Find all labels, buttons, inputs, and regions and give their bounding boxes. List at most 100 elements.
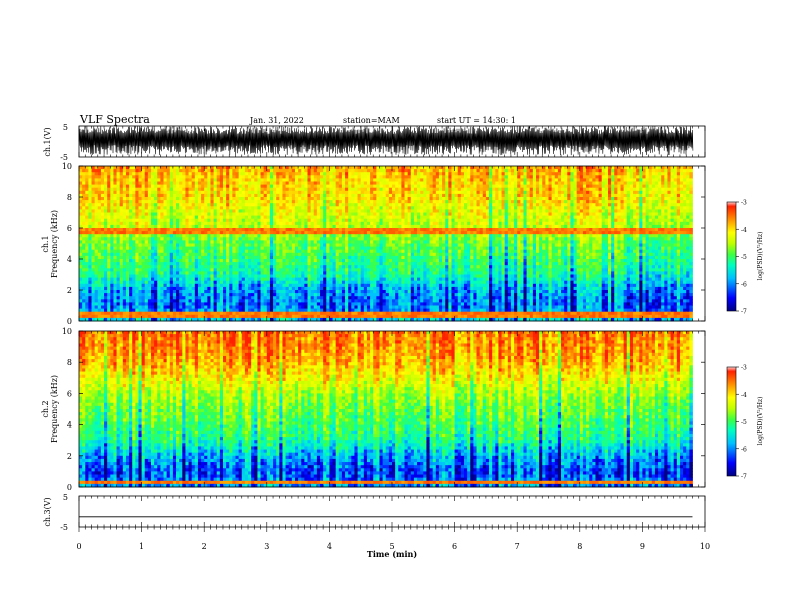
spectrogram-cell [320,187,324,192]
spectrogram-cell [320,237,324,241]
spectrogram-cell [683,215,687,220]
spectrogram-cell [341,243,346,247]
spectrogram-cell [116,231,121,235]
spectrogram-cell [420,181,424,185]
spectrogram-cell [388,197,393,201]
spectrogram-cell [501,169,506,173]
spectrogram-cell [639,240,643,244]
spectrogram-cell [470,203,474,207]
spectrogram-cell [307,190,312,195]
spectrogram-cell [592,190,596,195]
spectrogram-cell [91,218,96,223]
spectrogram-cell [432,221,437,226]
spectrogram-cell [251,237,255,241]
spectrogram-cell [545,203,549,207]
spectrogram-cell [633,172,637,176]
spectrogram-cell [392,240,396,244]
spectrogram-cell [460,221,465,226]
spectrogram-cell [410,166,415,170]
spectrogram-cell [248,166,252,170]
spectrogram-cell [172,215,177,220]
spectrogram-cell [470,218,474,223]
spectrogram-cell [413,169,418,173]
spectrogram-cell [523,175,527,179]
spectrogram-cell [586,212,590,216]
spectrogram-cell [476,187,481,192]
spectrogram-cell [122,215,127,220]
spectrogram-cell [235,169,240,173]
spectrogram-cell [623,203,628,207]
spectrogram-cell [673,237,678,241]
spectrogram-cell [232,203,236,207]
spectrogram-cell [216,224,221,229]
spectrogram-cell [166,193,171,198]
spectrogram-cell [150,209,155,213]
spectrogram-cell [357,169,362,173]
spectrogram-cell [626,206,631,210]
spectrogram-cell [661,175,665,179]
spectrogram-cell [423,221,427,226]
spectrogram-cell [629,228,634,232]
spectrogram-cell [592,224,596,229]
spectrogram-cell [219,200,224,204]
spectrogram-cell [338,234,343,238]
spectrogram-cell [366,190,371,195]
spectrogram-cell [629,197,634,201]
spectrogram-cell [194,206,199,210]
spectrogram-cell [385,206,390,210]
spectrogram-cell [561,172,565,176]
spectrogram-cell [341,190,346,195]
spectrogram-cell [407,224,412,229]
spectrogram-cell [398,206,402,210]
spectrogram-cell [313,200,318,204]
spectrogram-cell [686,209,690,213]
spectrogram-cell [166,224,171,229]
spectrogram-cell [570,197,574,201]
spectrogram-cell [670,209,675,213]
spectrogram-cell [514,187,518,192]
spectrogram-cell [457,175,462,179]
spectrogram-cell [413,231,418,235]
spectrogram-cell [435,224,440,229]
spectrogram-cell [291,215,296,220]
spectrogram-cell [301,218,305,223]
spectrogram-cell [573,224,578,229]
spectrogram-cell [592,203,596,207]
spectrogram-cell [642,234,646,238]
spectrogram-cell [248,243,252,247]
spectrogram-cell [401,228,405,232]
spectrogram-cell [564,221,568,226]
spectrogram-cell [222,166,227,170]
spectrogram-cell [592,184,596,189]
spectrogram-cell [592,212,596,216]
spectrogram-cell [388,178,393,182]
spectrogram-cell [448,181,452,185]
spectrogram-cell [454,234,459,238]
spectrogram-cell [323,209,327,213]
spectrogram-cell [229,200,233,204]
spectrogram-cell [576,209,581,213]
spectrogram-cell [382,175,387,179]
spectrogram-cell [614,181,618,185]
spectrogram-cell [485,175,490,179]
spectrogram-cell [676,193,681,198]
spectrogram-cell [251,203,255,207]
spectrogram-cell [420,166,424,170]
spectrogram-cell [232,175,236,179]
spectrogram-cell [150,169,155,173]
spectrogram-cell [251,215,255,220]
spectrogram-cell [514,178,518,182]
spectrogram-cell [573,237,578,241]
spectrogram-cell [329,231,333,235]
spectrogram-cell [473,172,477,176]
spectrogram-cell [94,212,99,216]
spectrogram-cell [379,215,384,220]
spectrogram-cell [294,237,299,241]
spectrogram-cell [201,218,205,223]
spectrogram-cell [257,200,261,204]
spectrogram-cell [633,212,637,216]
spectrogram-cell [194,218,199,223]
spectrogram-cell [532,169,537,173]
spectrogram-cell [576,206,581,210]
spectrogram-cell [213,200,218,204]
